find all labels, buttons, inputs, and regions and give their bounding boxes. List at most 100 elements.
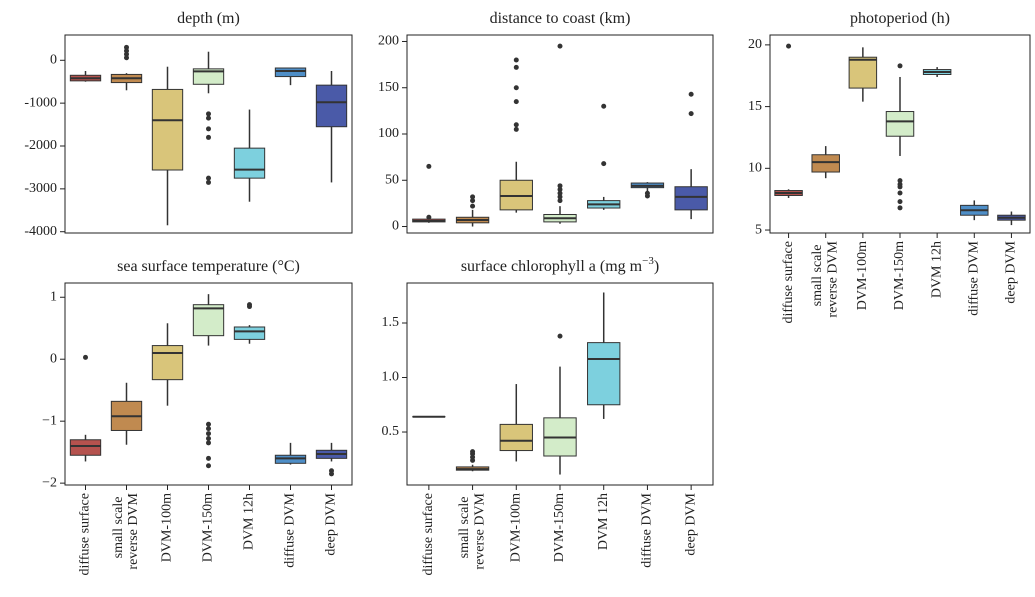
x-tick-label: deep DVM [1004,240,1019,303]
y-tick-label: −2 [42,475,57,490]
y-tick-label: 150 [378,80,399,95]
title-text: depth (m) [177,10,240,27]
x-tick-label: diffuse DVM [640,492,655,567]
y-tick-label: 0 [392,219,399,234]
outlier [897,63,903,69]
outlier [688,111,694,117]
title-text: photoperiod (h) [850,10,950,27]
plot-frame [64,34,353,234]
box [69,439,102,456]
outlier [206,111,211,117]
x-tick-label: deep DVM [324,492,339,555]
y-tick-label: 200 [378,34,399,49]
box [192,304,225,337]
x-tick-label: diffuse DVM [283,492,298,567]
y-tick-label: 100 [378,126,399,141]
outlier [206,179,211,185]
outlier [206,115,211,121]
y-tick-label: -3000 [24,181,57,196]
y-tick-label: 1.5 [382,315,400,330]
box [151,88,184,171]
x-tick-label: diffuse surface [421,493,436,576]
x-tick-label: DVM 12h [929,241,944,298]
box [499,423,533,452]
x-tick-label: DVM-100m [855,241,870,310]
outlier [124,44,129,50]
outlier [206,134,211,140]
outlier [557,187,563,193]
outlier [470,449,476,455]
title-text: distance to coast (km) [490,10,631,27]
outlier [644,190,650,196]
outlier [897,178,903,184]
outlier [206,436,211,442]
x-tick-label-line: reverse DVM [126,492,141,569]
y-tick-label: 15 [748,99,762,114]
box [233,326,266,340]
panel-title: depth (m) [177,10,240,27]
title-text: surface chlorophyll a (mg m [461,258,643,275]
outlier [557,190,563,196]
outlier [557,333,563,339]
x-tick-label-line: reverse DVM [826,240,841,317]
x-tick-label: diffuse DVM [967,240,982,315]
x-tick-label: small scale reverse DVM [810,240,840,317]
panel-title: surface chlorophyll a (mg m−3) [461,255,659,275]
box [151,345,184,381]
outlier [513,126,519,132]
x-tick-label: DVM 12h [242,493,257,550]
x-tick-label: DVM-150m [552,493,567,562]
outlier [557,198,563,204]
x-tick-label: small scale reverse DVM [457,492,487,569]
outlier [897,199,903,205]
box [674,186,708,211]
x-tick-label: diffuse surface [781,241,796,324]
outlier [513,99,519,105]
y-tick-label: -4000 [24,224,57,239]
title-text: sea surface temperature (°C) [117,258,300,275]
outlier [513,85,519,91]
outlier [124,48,129,54]
outlier [513,57,519,63]
outlier [124,55,129,61]
box [885,111,915,137]
outlier [124,51,129,57]
y-tick-label: 10 [748,161,762,176]
outlier [470,194,476,200]
x-tick-label-line: small scale [810,241,825,306]
outlier [206,426,211,432]
y-tick-label: −1 [42,413,57,428]
outlier [557,194,563,200]
y-tick-label: 0 [50,351,57,366]
panel-title: photoperiod (h) [850,10,950,27]
y-tick-label: 1 [50,289,57,304]
box [233,147,266,179]
y-tick-label: -2000 [24,138,57,153]
outlier [426,163,432,169]
outlier [206,175,211,181]
x-tick-label: DVM-150m [892,241,907,310]
x-tick-label: DVM-150m [201,493,216,562]
outlier [206,421,211,427]
y-tick-label: 50 [385,172,399,187]
x-tick-label-line: small scale [111,493,126,558]
y-tick-label: 1.0 [382,370,400,385]
y-tick-label: 0.5 [382,424,400,439]
outlier [206,126,211,132]
plot-frame [406,34,714,234]
box [315,84,348,128]
y-tick-label: 5 [755,222,762,237]
x-tick-label: small scale reverse DVM [111,492,141,569]
outlier [206,455,211,461]
panel-title: distance to coast (km) [490,10,631,27]
x-tick-label: DVM 12h [596,493,611,550]
outlier [247,302,252,308]
x-tick-label-line: reverse DVM [472,492,487,569]
outlier [206,440,211,446]
outlier [557,183,563,189]
x-tick-label-line: small scale [457,493,472,558]
outlier [513,64,519,70]
y-tick-label: -1000 [24,95,57,110]
outlier [513,122,519,128]
